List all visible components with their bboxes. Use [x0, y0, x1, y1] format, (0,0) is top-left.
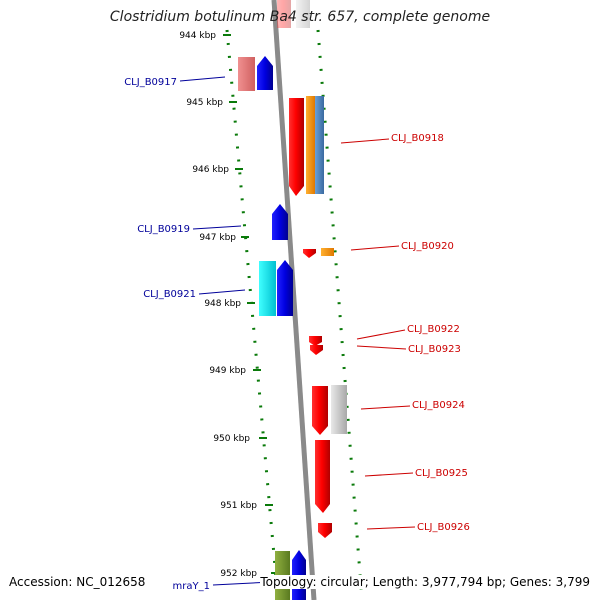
leader-line — [364, 472, 414, 477]
reverse-track-boundary — [316, 29, 364, 600]
scale-tick-label: 947 kbp — [199, 233, 236, 243]
gene-feature-cl0918[interactable] — [289, 98, 304, 196]
forward-track-boundary — [225, 29, 280, 600]
gene-label-cl0920[interactable]: CLJ_B0920 — [401, 241, 454, 252]
accession-label: Accession: NC_012658 — [9, 575, 146, 589]
gene-label-cl0919[interactable]: CLJ_B0919 — [137, 224, 190, 235]
gene-feature-steelblue[interactable] — [315, 96, 324, 194]
gene-label-cl0917[interactable]: CLJ_B0917 — [124, 77, 177, 88]
gene-feature-pink[interactable] — [238, 57, 255, 91]
gene-label-mray[interactable]: mraY_1 — [173, 581, 210, 592]
leader-line — [350, 245, 400, 251]
gene-feature-cl0917[interactable] — [257, 56, 273, 90]
gene-feature-cl0921[interactable] — [277, 260, 293, 316]
gene-label-cl0926[interactable]: CLJ_B0926 — [417, 522, 470, 533]
leader-line — [179, 76, 226, 82]
gene-feature-cyan[interactable] — [259, 261, 276, 316]
genome-title: Clostridium botulinum Ba4 str. 657, comp… — [109, 9, 491, 25]
scale-tick-label: 946 kbp — [192, 165, 229, 175]
scale-tick-label: 952 kbp — [220, 569, 257, 579]
leader-line — [360, 405, 411, 410]
leader-line — [366, 526, 416, 530]
scale-tick-label: 951 kbp — [220, 501, 257, 511]
scale-tick-label: 945 kbp — [186, 98, 223, 108]
leader-line — [340, 138, 390, 144]
scale-tick-label: 950 kbp — [213, 434, 250, 444]
gene-feature-cl0925[interactable] — [315, 440, 330, 513]
gene-feature-top-gray[interactable] — [296, 0, 310, 28]
scale-tick-label: 948 kbp — [204, 299, 241, 309]
gene-label-cl0923[interactable]: CLJ_B0923 — [408, 344, 461, 355]
leader-line — [192, 225, 242, 230]
gene-feature-top-red[interactable] — [277, 0, 291, 28]
gene-feature-cl0924[interactable] — [312, 386, 328, 435]
genome-axis — [271, 0, 317, 600]
scale-tick-label: 944 kbp — [179, 31, 216, 41]
gene-label-cl0922[interactable]: CLJ_B0922 — [407, 324, 460, 335]
gene-feature-orange-small[interactable] — [321, 248, 334, 256]
gene-label-cl0921[interactable]: CLJ_B0921 — [143, 289, 196, 300]
topology-summary: Topology: circular; Length: 3,977,794 bp… — [260, 575, 590, 589]
leader-line — [198, 289, 246, 295]
gene-feature-cl0919[interactable] — [272, 204, 288, 240]
scale-tick-label: 949 kbp — [209, 366, 246, 376]
leader-line — [356, 329, 406, 340]
gene-feature-cl0923[interactable] — [310, 345, 323, 355]
leader-line — [356, 345, 407, 350]
gene-feature-cl0926[interactable] — [318, 523, 332, 538]
gene-feature-orange[interactable] — [306, 96, 315, 194]
gene-feature-gray[interactable] — [331, 385, 347, 434]
gene-feature-cl0920[interactable] — [303, 249, 316, 258]
gene-feature-cl0922[interactable] — [309, 336, 322, 346]
gene-label-cl0924[interactable]: CLJ_B0924 — [412, 400, 465, 411]
gene-label-cl0925[interactable]: CLJ_B0925 — [415, 468, 468, 479]
gene-label-cl0918[interactable]: CLJ_B0918 — [391, 133, 444, 144]
